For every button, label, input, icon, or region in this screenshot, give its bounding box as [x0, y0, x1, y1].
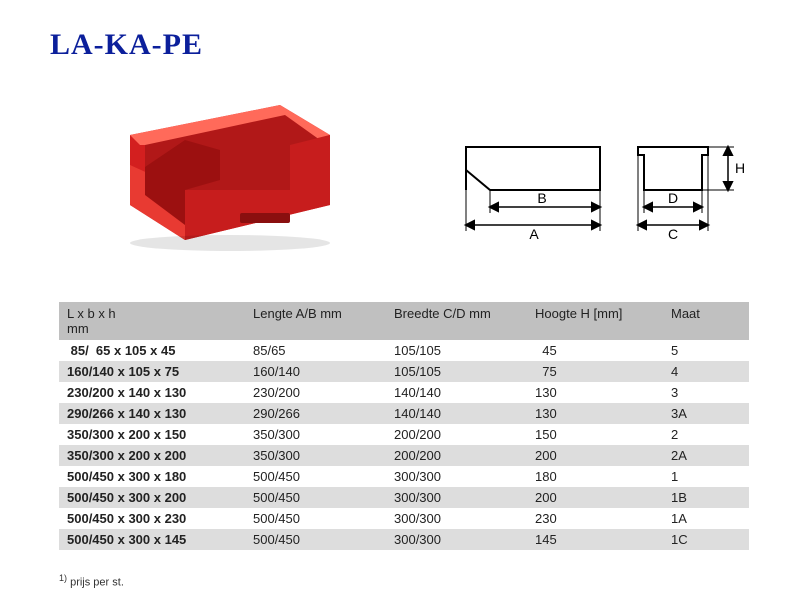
cell-ab: 85/65: [245, 340, 386, 361]
cell-maat: 4: [663, 361, 749, 382]
table-row: 350/300 x 200 x 150350/300200/2001502: [59, 424, 749, 445]
cell-maat: 1A: [663, 508, 749, 529]
cell-lbh: 500/450 x 300 x 145: [59, 529, 245, 550]
cell-cd: 300/300: [386, 529, 527, 550]
table-row: 350/300 x 200 x 200350/300200/2002002A: [59, 445, 749, 466]
cell-ab: 350/300: [245, 424, 386, 445]
cell-h: 200: [527, 445, 663, 466]
dimension-diagram: B A D C H: [460, 135, 750, 250]
cell-h: 75: [527, 361, 663, 382]
cell-lbh: 500/450 x 300 x 180: [59, 466, 245, 487]
cell-lbh: 500/450 x 300 x 200: [59, 487, 245, 508]
cell-cd: 300/300: [386, 466, 527, 487]
dim-label-b: B: [537, 190, 546, 206]
footnote-marker: 1): [59, 573, 67, 583]
cell-h: 230: [527, 508, 663, 529]
cell-ab: 500/450: [245, 487, 386, 508]
table-row: 160/140 x 105 x 75160/140105/105 754: [59, 361, 749, 382]
cell-lbh: 290/266 x 140 x 130: [59, 403, 245, 424]
cell-cd: 140/140: [386, 403, 527, 424]
table-row: 500/450 x 300 x 145500/450300/3001451C: [59, 529, 749, 550]
cell-h: 200: [527, 487, 663, 508]
cell-h: 130: [527, 382, 663, 403]
cell-h: 150: [527, 424, 663, 445]
th-lbh: L x b x h mm: [59, 302, 245, 340]
cell-maat: 3A: [663, 403, 749, 424]
size-table: L x b x h mm Lengte A/B mm Breedte C/D m…: [59, 302, 749, 550]
cell-cd: 300/300: [386, 487, 527, 508]
cell-cd: 105/105: [386, 361, 527, 382]
cell-ab: 160/140: [245, 361, 386, 382]
cell-ab: 500/450: [245, 508, 386, 529]
cell-maat: 1: [663, 466, 749, 487]
footnote: 1) prijs per st.: [59, 573, 124, 589]
table-row: 290/266 x 140 x 130290/266140/1401303A: [59, 403, 749, 424]
dim-label-d: D: [668, 190, 678, 206]
cell-lbh: 500/450 x 300 x 230: [59, 508, 245, 529]
cell-ab: 350/300: [245, 445, 386, 466]
th-ab: Lengte A/B mm: [245, 302, 386, 340]
cell-maat: 1C: [663, 529, 749, 550]
cell-cd: 300/300: [386, 508, 527, 529]
cell-ab: 500/450: [245, 529, 386, 550]
cell-lbh: 160/140 x 105 x 75: [59, 361, 245, 382]
th-maat: Maat: [663, 302, 749, 340]
cell-lbh: 85/ 65 x 105 x 45: [59, 340, 245, 361]
cell-lbh: 230/200 x 140 x 130: [59, 382, 245, 403]
cell-lbh: 350/300 x 200 x 200: [59, 445, 245, 466]
cell-maat: 3: [663, 382, 749, 403]
table-row: 500/450 x 300 x 180500/450300/3001801: [59, 466, 749, 487]
dim-label-a: A: [529, 226, 539, 242]
cell-h: 145: [527, 529, 663, 550]
cell-ab: 230/200: [245, 382, 386, 403]
footnote-text: prijs per st.: [70, 577, 124, 589]
table-row: 85/ 65 x 105 x 4585/65105/105 455: [59, 340, 749, 361]
table-row: 500/450 x 300 x 230500/450300/3002301A: [59, 508, 749, 529]
cell-h: 180: [527, 466, 663, 487]
cell-cd: 105/105: [386, 340, 527, 361]
cell-maat: 1B: [663, 487, 749, 508]
cell-maat: 5: [663, 340, 749, 361]
cell-maat: 2: [663, 424, 749, 445]
cell-cd: 200/200: [386, 424, 527, 445]
cell-ab: 500/450: [245, 466, 386, 487]
cell-cd: 200/200: [386, 445, 527, 466]
dim-label-h: H: [735, 160, 745, 176]
brand-logo: LA-KA-PE: [50, 28, 203, 62]
cell-cd: 140/140: [386, 382, 527, 403]
table-row: 500/450 x 300 x 200500/450300/3002001B: [59, 487, 749, 508]
cell-ab: 290/266: [245, 403, 386, 424]
cell-maat: 2A: [663, 445, 749, 466]
dim-label-c: C: [668, 226, 678, 242]
product-image: [90, 95, 350, 255]
th-h: Hoogte H [mm]: [527, 302, 663, 340]
cell-lbh: 350/300 x 200 x 150: [59, 424, 245, 445]
table-row: 230/200 x 140 x 130230/200140/1401303: [59, 382, 749, 403]
cell-h: 130: [527, 403, 663, 424]
cell-h: 45: [527, 340, 663, 361]
th-cd: Breedte C/D mm: [386, 302, 527, 340]
